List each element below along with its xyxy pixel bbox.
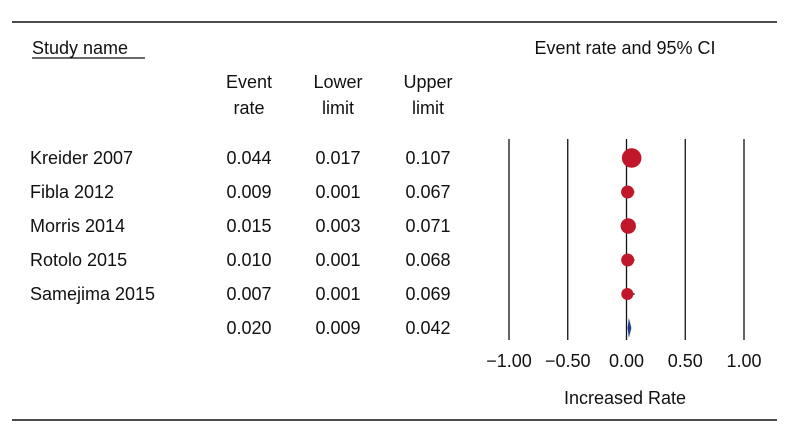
study-name: Rotolo 2015: [30, 250, 127, 270]
col-event-line2: rate: [233, 98, 264, 118]
upper-limit-value: 0.068: [405, 250, 450, 270]
x-tick-label: 0.00: [609, 351, 644, 371]
x-tick-label: −1.00: [486, 351, 532, 371]
upper-limit-value: 0.107: [405, 148, 450, 168]
event-rate-value: 0.010: [226, 250, 271, 270]
x-axis-ticks: −1.00 −0.50 0.00 0.50 1.00: [486, 351, 761, 371]
upper-limit-value: 0.069: [405, 284, 450, 304]
reference-lines: [508, 139, 745, 340]
lower-limit-value: 0.001: [315, 284, 360, 304]
col-lower-line2: limit: [322, 98, 354, 118]
lower-limit-value: 0.003: [315, 216, 360, 236]
col-event-line1: Event: [226, 72, 272, 92]
lower-limit-value: 0.001: [315, 250, 360, 270]
lower-limit-value: 0.009: [315, 318, 360, 338]
x-axis-label: Increased Rate: [564, 388, 686, 408]
upper-limit-value: 0.067: [405, 182, 450, 202]
x-tick-label: −0.50: [545, 351, 591, 371]
study-marker: [621, 253, 635, 267]
chart-title: Event rate and 95% CI: [534, 38, 715, 58]
lower-limit-value: 0.001: [315, 182, 360, 202]
study-name: Morris 2014: [30, 216, 125, 236]
x-tick-label: 0.50: [668, 351, 703, 371]
study-name: Fibla 2012: [30, 182, 114, 202]
event-rate-value: 0.009: [226, 182, 271, 202]
event-rate-value: 0.020: [226, 318, 271, 338]
col-upper-line1: Upper: [403, 72, 452, 92]
upper-limit-value: 0.071: [405, 216, 450, 236]
event-rate-value: 0.015: [226, 216, 271, 236]
upper-limit-value: 0.042: [405, 318, 450, 338]
study-marker: [620, 218, 636, 234]
study-marker: [621, 287, 634, 301]
event-rate-value: 0.007: [226, 284, 271, 304]
col-upper-line2: limit: [412, 98, 444, 118]
col-lower-line1: Lower: [313, 72, 362, 92]
event-rate-value: 0.044: [226, 148, 271, 168]
summary-diamond: [627, 318, 632, 338]
study-name: Kreider 2007: [30, 148, 133, 168]
study-marker: [621, 148, 642, 168]
x-tick-label: 1.00: [726, 351, 761, 371]
study-rows: Kreider 2007 0.044 0.017 0.107 Fibla 2012 0.0…: [30, 148, 451, 338]
lower-limit-value: 0.017: [315, 148, 360, 168]
plot-marks: [620, 148, 642, 338]
study-name: Samejima 2015: [30, 284, 155, 304]
study-marker: [621, 185, 635, 199]
study-name-header: Study name: [32, 38, 128, 58]
